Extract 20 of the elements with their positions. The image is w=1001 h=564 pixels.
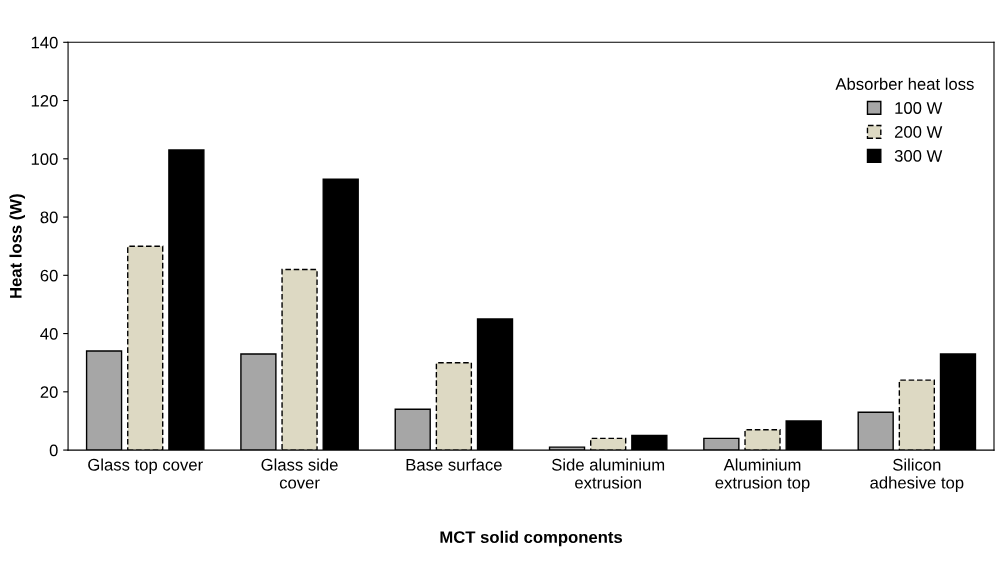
x-tick-label: Silicon adhesive top — [870, 458, 964, 492]
y-tick-label: 100 — [31, 153, 58, 166]
x-tick-label: Glass side cover — [261, 458, 338, 489]
x-axis-title: MCT solid components — [440, 530, 623, 547]
y-tick-label: 80 — [40, 211, 58, 224]
x-tick-label: Base surface — [406, 458, 502, 471]
x-tick-label: Glass top cover — [88, 458, 203, 474]
y-tick-label: 40 — [40, 327, 58, 340]
y-tick-label: 60 — [40, 269, 58, 282]
legend-label: 300 W — [894, 150, 943, 162]
y-axis-title: Heat loss (W) — [9, 194, 25, 298]
legend-title: Absorber heat loss — [835, 77, 974, 90]
x-tick-label: Aluminium extrusion top — [715, 458, 810, 492]
y-tick-label: 120 — [31, 94, 58, 107]
legend-label: 200 W — [894, 126, 943, 138]
x-tick-label: Side aluminium extrusion — [551, 458, 665, 489]
legend-label: 100 W — [895, 102, 943, 114]
y-tick-label: 20 — [40, 386, 58, 399]
y-tick-label: 0 — [49, 444, 58, 457]
y-tick-label: 140 — [31, 36, 58, 49]
